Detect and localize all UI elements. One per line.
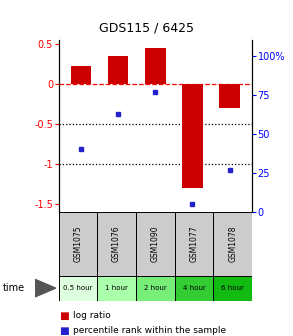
Text: GSM1090: GSM1090 [151,225,160,262]
Bar [59,276,97,301]
Text: 0.5 hour: 0.5 hour [63,285,93,291]
Bar [182,84,203,188]
Bar [145,48,166,84]
Bar [59,212,97,276]
Bar [71,66,91,84]
Text: log ratio: log ratio [73,311,111,320]
Bar [213,212,252,276]
Text: GDS115 / 6425: GDS115 / 6425 [99,22,194,35]
Text: GSM1076: GSM1076 [112,225,121,262]
Text: time: time [3,283,25,293]
Text: ■: ■ [59,326,68,336]
Bar [108,56,128,84]
Text: GSM1077: GSM1077 [190,225,198,262]
Text: GSM1075: GSM1075 [74,225,82,262]
Polygon shape [35,280,56,297]
Bar [213,276,252,301]
Bar [136,212,175,276]
Text: 4 hour: 4 hour [183,285,205,291]
Text: percentile rank within the sample: percentile rank within the sample [73,327,226,335]
Text: 1 hour: 1 hour [105,285,128,291]
Text: ■: ■ [59,311,68,321]
Bar [97,276,136,301]
Text: 2 hour: 2 hour [144,285,167,291]
Text: 6 hour: 6 hour [221,285,244,291]
Bar [219,84,240,108]
Bar [175,212,213,276]
Bar [97,212,136,276]
Bar [136,276,175,301]
Bar [175,276,213,301]
Text: GSM1078: GSM1078 [228,225,237,262]
